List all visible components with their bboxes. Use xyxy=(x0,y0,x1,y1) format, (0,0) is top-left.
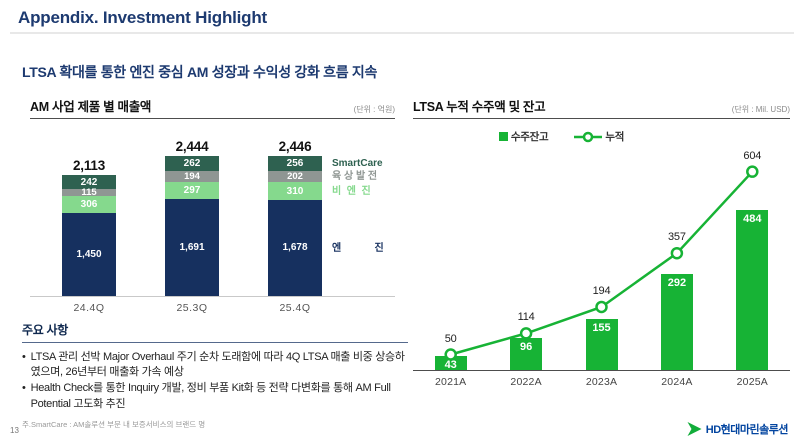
ltsa-chart-xaxis: 2021A 2022A 2023A 2024A 2025A xyxy=(413,376,790,388)
bar-total-label: 2,446 xyxy=(278,139,312,155)
bar-segment-육상발전: 194 xyxy=(165,171,219,183)
line-marker-icon xyxy=(670,246,684,260)
bar-segment-엔진: 1,678 xyxy=(268,199,322,296)
am-legend-비엔진: 비 엔 진 xyxy=(332,186,371,198)
x-axis-label: 2023A xyxy=(585,376,618,388)
ltsa-legend-bar-label: 수주잔고 xyxy=(510,131,549,143)
line-value-label: 357 xyxy=(668,231,686,244)
bar-swatch-icon xyxy=(498,132,508,141)
bar-segment-SmartCare: 242 xyxy=(62,175,116,189)
bar-segment-비엔진: 297 xyxy=(165,182,219,200)
order-backlog-bar xyxy=(660,273,693,370)
bar-value-label: 484 xyxy=(743,213,762,226)
x-axis-label: 25.4Q xyxy=(279,302,311,314)
stacked-bar: 2,113 242 115 306 1,450 xyxy=(62,158,116,296)
line-marker-icon xyxy=(444,348,457,361)
bar-segment-육상발전: 202 xyxy=(268,170,322,183)
ltsa-panel-unit: (단위 : Mil. USD) xyxy=(731,105,790,114)
stacked-bar: 2,446 256 202 310 1,678 xyxy=(268,139,322,296)
bar-segment-육상발전: 115 xyxy=(62,187,116,198)
page-number: 13 xyxy=(10,426,19,435)
x-axis-label: 24.4Q xyxy=(73,302,105,314)
ltsa-chart-plot: 43 50 96 114 155 194 292 357 484 604 xyxy=(413,148,790,371)
bar-total-label: 2,444 xyxy=(175,139,209,155)
am-panel-header: AM 사업 제품 별 매출액 (단위 : 억원) xyxy=(30,96,395,119)
ltsa-legend-line: 누적 xyxy=(574,129,624,144)
slide-title: Appendix. Investment Highlight xyxy=(18,8,268,27)
am-legend-SmartCare: SmartCare xyxy=(332,158,383,170)
ltsa-legend-bar: 수주잔고 xyxy=(498,129,549,144)
bar-segment-비엔진: 306 xyxy=(62,195,116,214)
bar-value-label: 43 xyxy=(444,358,457,371)
line-marker-icon xyxy=(746,165,759,178)
am-chart-plot: 2,113 242 115 306 1,450 2,444 262 194 297 1,691 2,… xyxy=(30,135,395,297)
line-value-label: 604 xyxy=(743,149,762,162)
ltsa-panel: LTSA 누적 수주액 및 잔고 (단위 : Mil. USD) 수주잔고 누적… xyxy=(413,96,790,388)
line-value-label: 194 xyxy=(592,284,611,297)
x-axis-label: 2025A xyxy=(736,376,769,388)
x-axis-label: 2022A xyxy=(510,376,542,388)
bar-segment-SmartCare: 262 xyxy=(165,156,219,172)
key-note-text: LTSA 관리 선박 Major Overhaul 주기 순차 도래함에 따라 … xyxy=(30,351,405,379)
bar-value-label: 292 xyxy=(667,276,687,289)
slide-subtitle: LTSA 확대를 통한 엔진 중심 AM 성장과 수익성 강화 흐름 지속 xyxy=(22,64,378,80)
bullet-icon: • xyxy=(22,351,26,363)
order-backlog-bar xyxy=(585,318,618,370)
order-backlog-bar xyxy=(510,338,543,370)
x-axis-label: 2024A xyxy=(661,376,693,388)
bar-total-label: 2,113 xyxy=(72,158,106,174)
am-legend-육상발전: 육 상 발 전 xyxy=(332,171,378,183)
line-marker-icon xyxy=(595,300,608,314)
line-value-label: 50 xyxy=(444,332,457,345)
ltsa-panel-title: LTSA 누적 수주액 및 잔고 xyxy=(413,100,546,114)
key-note-item: • LTSA 관리 선박 Major Overhaul 주기 순차 도래함에 따라… xyxy=(22,350,408,380)
bar-segment-엔진: 1,450 xyxy=(62,213,116,296)
bar-value-label: 155 xyxy=(592,321,611,334)
am-panel-title: AM 사업 제품 별 매출액 xyxy=(30,100,152,114)
bullet-icon: • xyxy=(22,382,26,395)
order-backlog-bar xyxy=(434,355,467,370)
line-marker-icon xyxy=(519,327,533,340)
key-note-item: • Health Check를 통한 Inquiry 개발, 정비 부품 Kit화… xyxy=(22,381,408,411)
hd-hyundai-arrow-icon xyxy=(687,422,702,436)
ltsa-legend: 수주잔고 누적 xyxy=(413,129,790,144)
smartcare-footnote: 주.SmartCare : AM솔루션 부문 내 보증서비스의 브랜드 명 xyxy=(22,419,206,429)
company-logo-text: HD현대마린솔루션 xyxy=(705,424,789,436)
key-note-text: Health Check를 통한 Inquiry 개발, 정비 부품 Kit화 … xyxy=(30,382,391,410)
bar-segment-엔진: 1,691 xyxy=(165,199,219,296)
title-divider xyxy=(10,32,794,34)
order-backlog-bar xyxy=(736,210,769,370)
bar-segment-비엔진: 310 xyxy=(268,182,322,200)
key-notes-list: • LTSA 관리 선박 Major Overhaul 주기 순차 도래함에 따라… xyxy=(22,350,408,412)
ltsa-panel-header: LTSA 누적 수주액 및 잔고 (단위 : Mil. USD) xyxy=(413,96,790,119)
bar-segment-SmartCare: 256 xyxy=(268,156,322,171)
ltsa-legend-line-label: 누적 xyxy=(605,131,625,143)
bar-value-label: 96 xyxy=(519,341,533,354)
cumulative-line xyxy=(444,165,759,361)
stacked-bar: 2,444 262 194 297 1,691 xyxy=(165,139,219,296)
line-value-label: 114 xyxy=(517,311,535,324)
am-revenue-panel: AM 사업 제품 별 매출액 (단위 : 억원) 2,113 242 115 306 1… xyxy=(30,96,395,318)
am-legend-엔진: 엔 진 xyxy=(332,242,384,254)
x-axis-label: 25.3Q xyxy=(176,302,208,314)
line-marker-icon xyxy=(574,131,603,142)
x-axis-label: 2021A xyxy=(435,376,467,388)
am-chart-xaxis: 24.4Q 25.3Q 25.4Q xyxy=(30,302,395,318)
am-panel-unit: (단위 : 억원) xyxy=(353,105,395,114)
key-notes-title: 주요 사항 xyxy=(22,321,408,343)
key-notes-section: 주요 사항 • LTSA 관리 선박 Major Overhaul 주기 순차 도… xyxy=(22,321,408,430)
company-logo: HD현대마린솔루션 xyxy=(687,421,789,437)
